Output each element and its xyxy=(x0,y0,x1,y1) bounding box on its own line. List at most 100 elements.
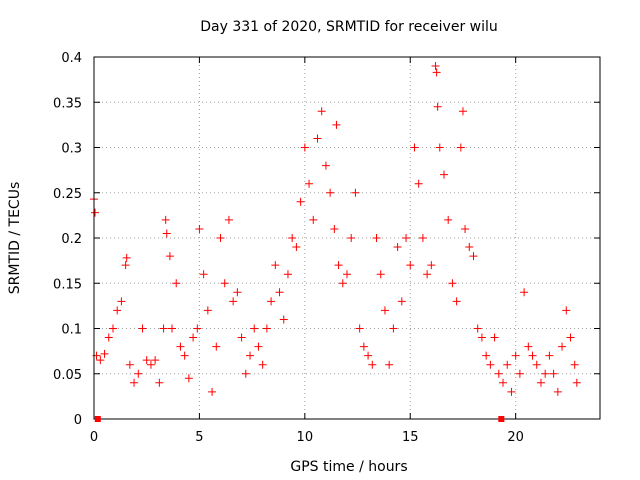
x-tick-label: 15 xyxy=(402,430,419,445)
data-point xyxy=(212,342,221,351)
data-point xyxy=(271,261,280,270)
y-tick-label: 0.35 xyxy=(53,96,82,111)
y-tick-label: 0.2 xyxy=(61,232,82,247)
data-point xyxy=(91,208,100,217)
x-tick-label: 10 xyxy=(297,430,314,445)
data-point xyxy=(146,360,155,369)
data-point xyxy=(439,170,448,179)
data-point xyxy=(300,143,309,152)
data-point xyxy=(130,378,139,387)
data-point xyxy=(332,120,341,129)
data-point xyxy=(351,188,360,197)
data-point xyxy=(229,297,238,306)
data-point xyxy=(558,342,567,351)
data-point xyxy=(511,351,520,360)
data-point xyxy=(108,324,117,333)
data-point xyxy=(330,224,339,233)
data-point xyxy=(452,297,461,306)
data-point xyxy=(292,243,301,252)
y-axis: 0 0.05 0.1 0.15 0.2 0.25 0.3 0.35 0.4 xyxy=(53,51,600,428)
y-tick-label: 0.25 xyxy=(53,187,82,202)
data-point xyxy=(410,143,419,152)
data-point xyxy=(199,270,208,279)
data-point xyxy=(536,378,545,387)
data-point xyxy=(172,279,181,288)
data-point xyxy=(414,179,423,188)
x-tick-label: 0 xyxy=(90,430,98,445)
data-point xyxy=(161,215,170,224)
data-point xyxy=(427,261,436,270)
gap-markers xyxy=(94,416,505,422)
x-tick-label: 5 xyxy=(195,430,203,445)
data-point xyxy=(572,378,581,387)
data-point xyxy=(125,360,134,369)
data-point xyxy=(528,351,537,360)
data-point xyxy=(313,134,322,143)
data-point xyxy=(490,333,499,342)
x-tick-label: 20 xyxy=(507,430,524,445)
data-point xyxy=(364,351,373,360)
data-point xyxy=(254,342,263,351)
y-tick-label: 0.15 xyxy=(53,277,82,292)
grid xyxy=(94,57,600,419)
data-point xyxy=(134,369,143,378)
data-point xyxy=(233,288,242,297)
data-point xyxy=(180,351,189,360)
data-point xyxy=(208,387,217,396)
data-point xyxy=(220,279,229,288)
data-point xyxy=(515,369,524,378)
x-axis-title: GPS time / hours xyxy=(290,459,407,475)
y-tick-label: 0 xyxy=(74,413,82,428)
data-point xyxy=(435,143,444,152)
data-point xyxy=(545,351,554,360)
data-point xyxy=(380,306,389,315)
data-point xyxy=(162,229,171,238)
data-point xyxy=(448,279,457,288)
data-point xyxy=(100,349,109,358)
data-point xyxy=(368,360,377,369)
data-point xyxy=(503,360,512,369)
data-point xyxy=(195,224,204,233)
data-point xyxy=(553,387,562,396)
data-point xyxy=(258,360,267,369)
data-point xyxy=(189,333,198,342)
data-point xyxy=(355,324,364,333)
data-point xyxy=(321,161,330,170)
data-point xyxy=(566,333,575,342)
data-point xyxy=(461,224,470,233)
data-point xyxy=(372,234,381,242)
y-tick-label: 0.3 xyxy=(61,142,82,157)
data-point xyxy=(499,378,508,387)
y-axis-title: SRMTID / TECUs xyxy=(7,182,23,295)
data-point xyxy=(402,234,411,242)
data-point xyxy=(338,279,347,288)
data-point xyxy=(279,315,288,324)
data-point xyxy=(334,261,343,270)
data-point xyxy=(104,333,113,342)
data-point xyxy=(541,369,550,378)
data-point xyxy=(359,342,368,351)
data-point xyxy=(275,288,284,297)
data-point xyxy=(423,270,432,279)
data-point xyxy=(376,270,385,279)
data-point xyxy=(168,324,177,333)
gap-marker xyxy=(498,416,505,422)
data-point xyxy=(193,324,202,333)
data-point xyxy=(444,215,453,224)
y-tick-label: 0.1 xyxy=(61,323,82,338)
data-point xyxy=(151,356,160,365)
data-series xyxy=(90,62,581,396)
data-point xyxy=(570,360,579,369)
data-point xyxy=(482,351,491,360)
x-axis: 0 5 10 15 20 xyxy=(90,57,524,445)
data-point xyxy=(477,333,486,342)
data-point xyxy=(155,378,164,387)
data-point xyxy=(267,297,276,306)
data-point xyxy=(224,215,233,224)
data-point xyxy=(122,253,131,262)
chart-title: Day 331 of 2020, SRMTID for receiver wil… xyxy=(200,19,498,35)
data-point xyxy=(473,324,482,333)
data-point xyxy=(283,270,292,279)
y-tick-label: 0.4 xyxy=(61,51,82,66)
